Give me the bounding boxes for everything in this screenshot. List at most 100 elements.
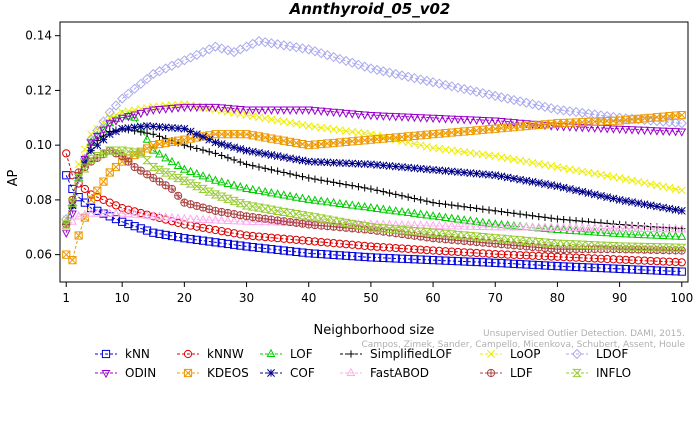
data-point-ldof: [222, 45, 233, 56]
data-point-fastabod: [521, 222, 531, 231]
legend-item-knnw: kNNW: [177, 347, 244, 361]
data-point-cof: [105, 130, 114, 139]
x-tick-label: 10: [115, 291, 130, 305]
data-point-knn: [155, 229, 164, 238]
data-point-loop: [255, 113, 263, 122]
data-point-cof: [354, 159, 363, 168]
data-point-inflo: [465, 231, 476, 241]
series-line-ldf: [65, 150, 682, 251]
data-point-ldof: [421, 75, 432, 86]
data-point-ldof: [496, 92, 507, 103]
data-point-knn: [217, 239, 226, 248]
data-point-ldof: [322, 50, 333, 61]
data-point-inflo: [291, 210, 302, 219]
x-tick-label: 60: [425, 291, 440, 305]
data-point-ldof: [539, 101, 551, 112]
data-point-simplifiedlof: [211, 149, 220, 157]
data-point-lof: [633, 229, 643, 238]
data-point-knnw: [615, 255, 624, 264]
data-point-cof: [429, 165, 438, 174]
data-point-odin: [68, 210, 77, 219]
data-point-fastabod: [646, 223, 656, 233]
data-point-inflo: [266, 205, 277, 214]
data-point-cof: [255, 148, 263, 157]
data-point-fastabod: [434, 220, 444, 230]
data-point-inflo: [658, 243, 668, 252]
data-point-simplifiedlof: [410, 194, 419, 203]
data-point-odin: [217, 104, 227, 113]
data-point-inflo: [229, 196, 239, 206]
data-point-knnw: [248, 231, 257, 241]
data-point-simplifiedlof: [267, 166, 276, 174]
data-point-odin: [360, 111, 370, 120]
data-point-knn: [621, 265, 630, 274]
legend-marker-simplifiedlof: [347, 350, 355, 358]
data-point-loop: [516, 156, 525, 165]
data-point-fastabod: [608, 223, 618, 232]
data-point-odin: [310, 107, 320, 116]
data-point-simplifiedlof: [541, 213, 549, 222]
watermark-line-2: Campos, Zimek, Sander, Campello, Micenko…: [362, 340, 686, 350]
data-point-fastabod: [571, 222, 581, 232]
data-point-knnw: [590, 254, 599, 263]
data-point-cof: [242, 146, 251, 155]
data-point-fastabod: [148, 211, 158, 220]
data-point-odin: [403, 113, 413, 122]
data-point-simplifiedlof: [528, 212, 537, 220]
data-point-lof: [671, 231, 680, 240]
data-point-knn: [192, 235, 201, 244]
data-point-cof: [310, 157, 319, 166]
data-point-ldof: [297, 43, 308, 54]
data-point-ldof: [477, 88, 488, 99]
data-point-odin: [633, 126, 643, 135]
data-point-knn: [118, 217, 127, 226]
data-point-knn: [677, 267, 686, 276]
data-point-inflo: [602, 241, 612, 250]
data-point-ldof: [135, 78, 146, 89]
data-point-knnw: [62, 149, 71, 158]
data-point-knn: [211, 238, 220, 247]
y-tick-label: 0.10: [25, 138, 52, 152]
data-point-lof: [397, 206, 407, 216]
x-tick-label: 40: [301, 291, 316, 305]
data-point-lof: [422, 210, 432, 219]
data-point-fastabod: [74, 211, 84, 220]
data-point-fastabod: [198, 214, 208, 223]
data-point-odin: [627, 126, 637, 135]
data-point-cof: [248, 147, 257, 156]
data-point-odin: [422, 114, 432, 123]
data-point-simplifiedlof: [497, 208, 506, 216]
data-point-lof: [360, 202, 370, 211]
data-point-knnw: [460, 248, 469, 257]
data-point-knnw: [484, 249, 494, 258]
data-point-knnw: [447, 247, 456, 256]
data-point-ldof: [98, 116, 109, 127]
data-point-knn: [242, 242, 251, 251]
data-point-knn: [404, 254, 413, 264]
data-point-inflo: [341, 218, 351, 227]
data-point-fastabod: [142, 210, 152, 219]
plot-frame: [59, 21, 689, 283]
data-point-knn: [665, 266, 674, 276]
data-point-knnw: [261, 233, 270, 242]
data-point-odin: [621, 125, 631, 135]
data-point-lof: [602, 228, 612, 237]
data-point-inflo: [185, 179, 196, 188]
data-point-simplifiedlof: [417, 196, 425, 204]
data-point-inflo: [359, 222, 370, 231]
data-point-knn: [354, 252, 363, 261]
data-point-fastabod: [397, 219, 407, 229]
data-point-knnw: [267, 233, 276, 242]
series-kdeos: [62, 110, 686, 265]
data-point-lof: [99, 124, 108, 133]
data-point-fastabod: [403, 220, 413, 229]
data-point-inflo: [241, 201, 252, 210]
data-point-loop: [242, 111, 251, 120]
data-point-lof: [329, 197, 339, 207]
data-point-odin: [677, 128, 687, 137]
data-point-lof: [173, 160, 183, 169]
data-point-odin: [608, 125, 618, 134]
data-point-fastabod: [385, 219, 394, 228]
data-point-inflo: [191, 182, 202, 191]
